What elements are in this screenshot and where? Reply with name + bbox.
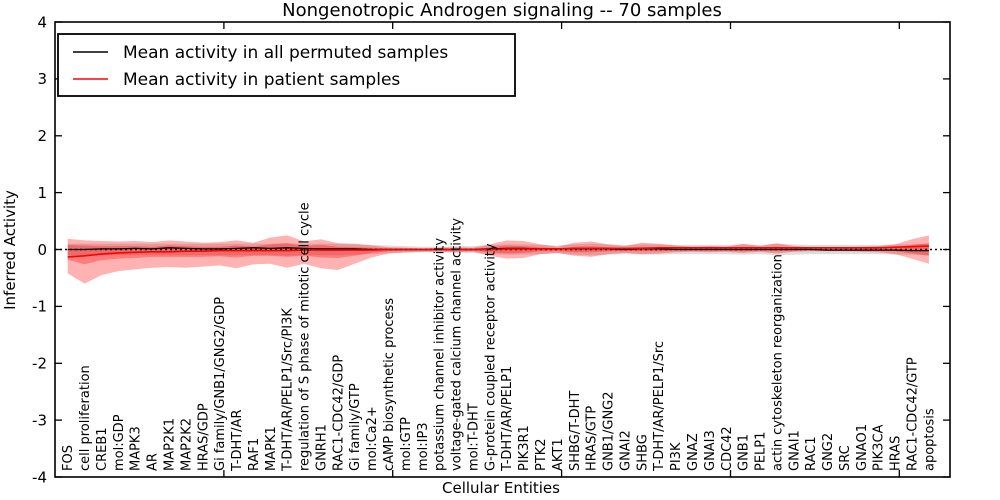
legend: Mean activity in all permuted samples Me… <box>57 33 516 97</box>
x-tick-label: GNAZ <box>686 433 701 471</box>
x-tick-label: cell proliferation <box>78 365 93 471</box>
x-tick-label: MAP2K1 <box>163 418 178 471</box>
x-tick-label: SHBG <box>635 434 650 471</box>
x-tick-label: PELP1 <box>754 432 769 471</box>
x-tick-label: mol:IP3 <box>416 422 431 471</box>
x-tick-label: GNB1 <box>737 434 752 471</box>
x-tick-label: PIK3R1 <box>517 425 532 471</box>
y-tick-label: 1 <box>37 184 47 202</box>
x-tick-label: AR <box>146 453 161 471</box>
x-tick-label: RAC1-CDC42/GTP <box>906 357 921 471</box>
x-tick-label: CDC42 <box>720 426 735 471</box>
x-tick-label: T-DHT/AR/PELP1 <box>500 366 515 472</box>
x-tick-label: PI3K <box>669 442 684 471</box>
x-tick-label: CREB1 <box>95 427 110 471</box>
x-tick-label: apoptosis <box>922 408 937 471</box>
x-tick-label: RAC1-CDC42/GDP <box>331 355 346 471</box>
x-tick-label: GNRH1 <box>315 424 330 471</box>
patient-samples-range-outer-band <box>67 235 929 284</box>
x-tick-label: actin cytoskeleton reorganization <box>770 254 785 471</box>
x-tick-label: GNG2 <box>821 433 836 471</box>
y-tick-label: 2 <box>37 127 47 145</box>
x-tick-label: mol:T-DHT <box>466 403 481 471</box>
x-tick-label: GNAI2 <box>618 430 633 471</box>
x-tick-label: MAP2K2 <box>179 418 194 471</box>
y-tick-label: -3 <box>32 411 47 429</box>
y-axis-label: Inferred Activity <box>1 190 19 310</box>
x-tick-label: T-DHT/AR <box>230 410 245 472</box>
x-tick-label: MAPK1 <box>264 426 279 471</box>
x-tick-label: potassium channel inhibitor activity <box>433 238 448 471</box>
x-tick-label: GNB1/GNG2 <box>602 391 617 471</box>
y-tick-label: 3 <box>37 70 47 88</box>
x-tick-label: FOS <box>61 445 76 471</box>
x-tick-label: GNAI1 <box>787 430 802 471</box>
x-tick-label: voltage-gated calcium channel activity <box>450 218 465 471</box>
y-tick-label: -4 <box>32 468 47 486</box>
x-tick-label: T-DHT/AR/PELP1/Src <box>652 341 667 472</box>
x-tick-label: HRAS <box>889 436 904 471</box>
x-tick-label: GNAI3 <box>703 430 718 471</box>
x-tick-label: G-protein coupled receptor activity <box>483 243 498 471</box>
x-tick-label: SHBG/T-DHT <box>568 391 583 471</box>
series-line-1 <box>67 245 929 258</box>
x-tick-label: T-DHT/AR/PELP1/Src/PI3K <box>281 308 296 472</box>
x-tick-label: HRAS/GTP <box>585 406 600 471</box>
x-tick-label: PIK3CA <box>872 424 887 471</box>
x-tick-label: mol:Ca2+ <box>365 406 380 471</box>
x-tick-label: HRAS/GDP <box>196 403 211 471</box>
x-tick-label: Gi family/GTP <box>348 383 363 471</box>
x-tick-label: mol:GTP <box>399 417 414 471</box>
axes-frame <box>54 21 951 478</box>
legend-label-patient-samples: Mean activity in patient samples <box>123 70 400 90</box>
chart-title: Nongenotropic Androgen signaling -- 70 s… <box>282 0 722 21</box>
x-tick-label: AKT1 <box>551 438 566 471</box>
x-tick-label: PTK2 <box>534 438 549 471</box>
y-tick-label: 0 <box>37 241 47 259</box>
x-tick-label: SRC <box>838 445 853 471</box>
y-tick-label: 4 <box>37 13 47 31</box>
x-tick-label: RAF1 <box>247 438 262 471</box>
x-tick-label: GNAO1 <box>855 424 870 471</box>
x-tick-label: RAC1 <box>804 436 819 471</box>
x-tick-label: MAPK3 <box>129 426 144 471</box>
x-tick-label: regulation of S phase of mitotic cell cy… <box>298 202 313 471</box>
x-axis-label: Cellular Entities <box>442 479 560 497</box>
y-tick-label: -2 <box>32 355 47 373</box>
x-tick-label: Gi family/GNB1/GNG2/GDP <box>213 297 228 471</box>
x-tick-label: mol:GDP <box>112 414 127 471</box>
legend-box <box>57 33 516 97</box>
y-tick-label: -1 <box>32 298 47 316</box>
legend-label-permuted-samples: Mean activity in all permuted samples <box>123 43 448 63</box>
x-tick-label: cAMP biosynthetic process <box>382 298 397 471</box>
